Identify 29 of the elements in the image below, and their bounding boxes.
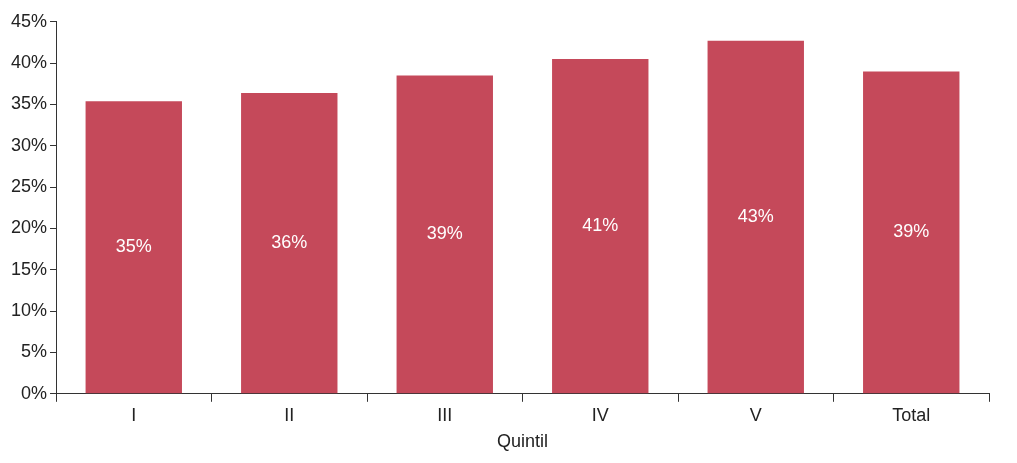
y-tick-label: 20% xyxy=(11,217,48,238)
x-tick-label: III xyxy=(437,404,453,425)
y-tick-label: 10% xyxy=(11,300,48,321)
data-label: 39% xyxy=(426,223,463,244)
y-tick-label: 0% xyxy=(21,382,48,403)
data-label: 43% xyxy=(737,206,774,227)
data-label: 41% xyxy=(582,215,619,236)
data-label: 36% xyxy=(271,232,308,253)
x-tick-label: II xyxy=(284,404,295,425)
data-label: 39% xyxy=(893,221,930,242)
data-label: 35% xyxy=(115,236,152,257)
y-tick-label: 35% xyxy=(11,93,48,114)
y-tick-label: 40% xyxy=(11,52,48,73)
x-tick-label: Total xyxy=(892,404,931,425)
x-tick-label: I xyxy=(131,404,137,425)
x-tick-label: IV xyxy=(591,404,609,425)
bar xyxy=(552,59,649,394)
y-tick-label: 5% xyxy=(21,341,48,362)
y-tick-label: 25% xyxy=(11,176,48,197)
bar xyxy=(396,75,493,394)
x-axis-title: Quintil xyxy=(497,431,549,452)
y-tick-label: 45% xyxy=(11,10,48,31)
bar xyxy=(85,101,182,394)
x-tick-label: V xyxy=(749,404,762,425)
bar xyxy=(241,92,338,394)
bar xyxy=(707,40,804,394)
bar xyxy=(863,71,960,394)
y-tick-label: 15% xyxy=(11,258,48,279)
y-tick-label: 30% xyxy=(11,134,48,155)
